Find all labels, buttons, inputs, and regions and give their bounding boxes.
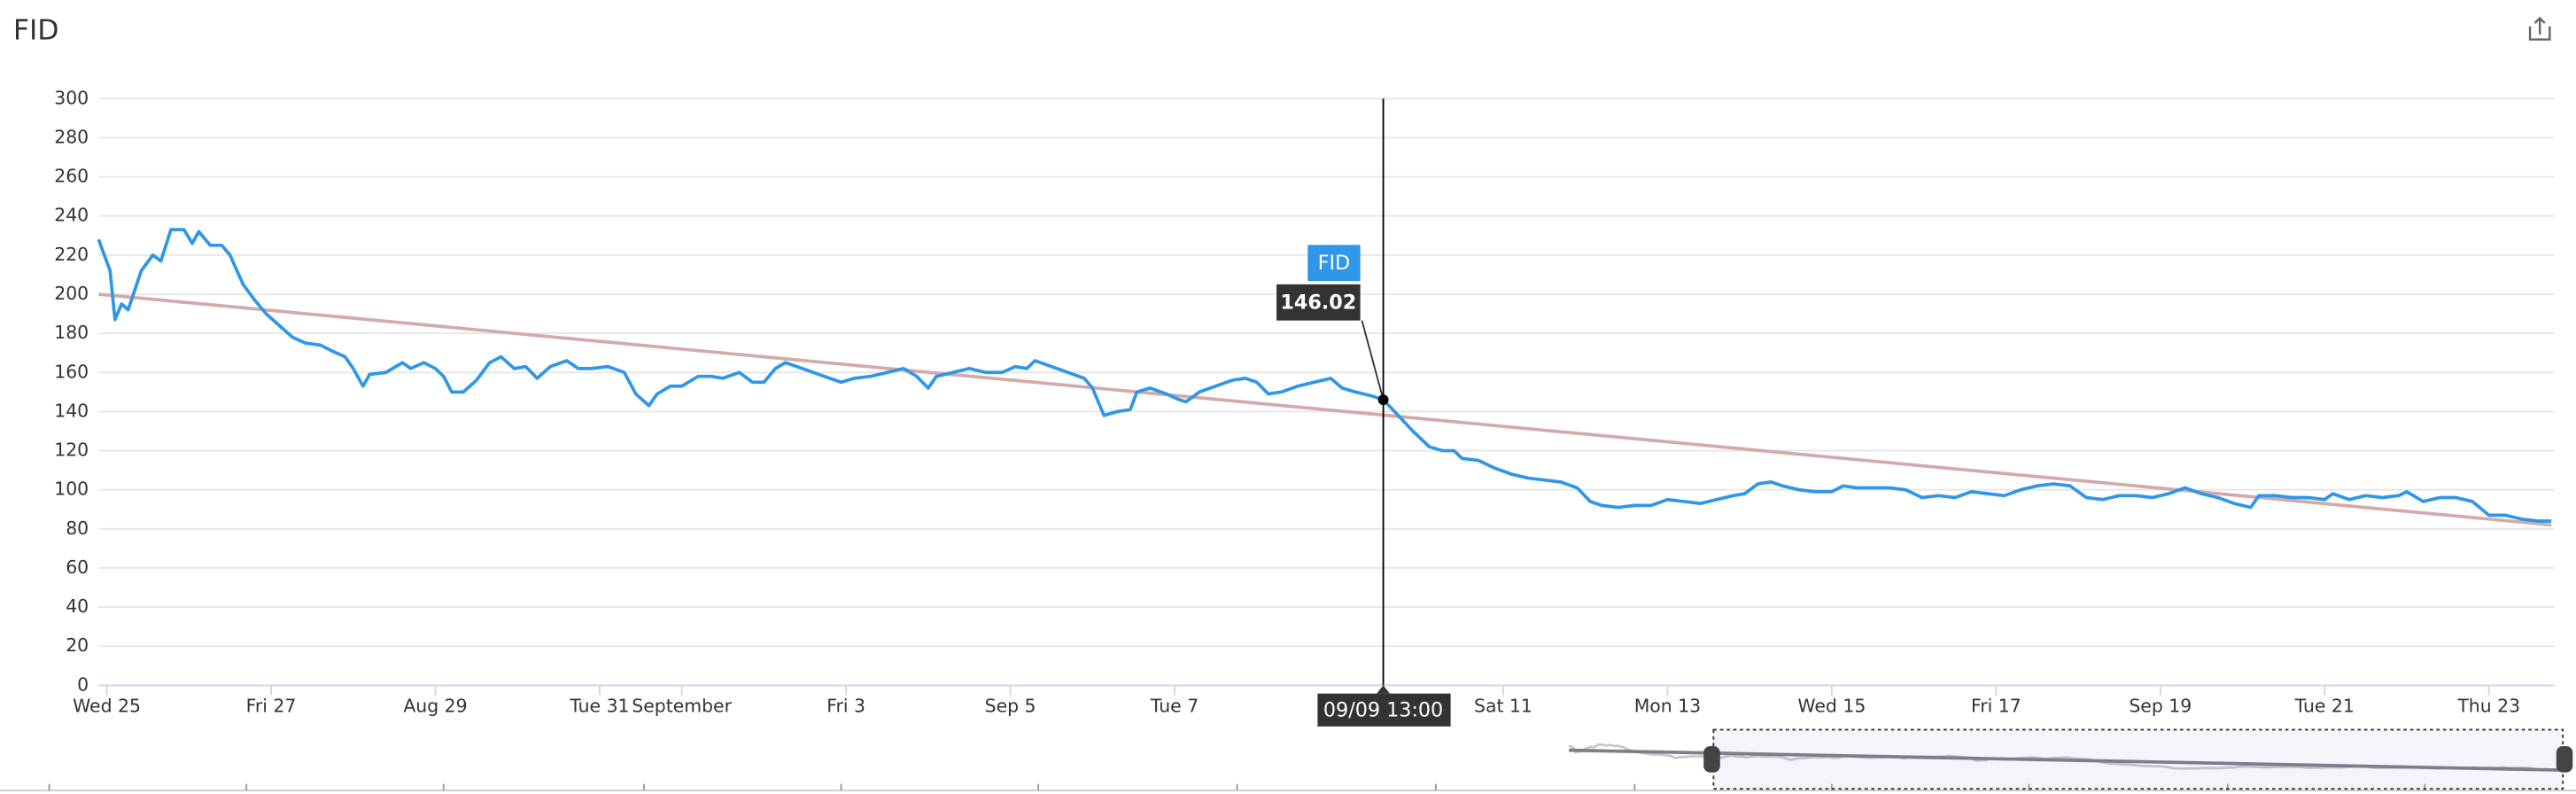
y-tick-label: 300 — [54, 87, 89, 108]
x-tick-label: Fri 17 — [1971, 695, 2021, 716]
navigator-window[interactable] — [1712, 728, 2564, 790]
y-tick-label: 140 — [54, 400, 89, 421]
export-tray — [2528, 26, 2551, 41]
y-tick-label: 240 — [54, 205, 89, 226]
y-tick-label: 60 — [66, 557, 89, 578]
chart-title: FID — [13, 14, 59, 46]
x-tick-label: Sep 5 — [985, 695, 1036, 716]
x-tick-label: Thu 23 — [2456, 695, 2520, 716]
x-tick-label: Tue 31 — [569, 695, 629, 716]
y-tick-label: 40 — [66, 596, 89, 617]
hover-point — [1377, 394, 1389, 406]
x-tick-label: Wed 25 — [73, 695, 141, 716]
navigator-handle-right[interactable] — [2556, 746, 2573, 773]
x-tick-label: Sat 11 — [1474, 695, 1532, 716]
tooltip-x-box — [1317, 693, 1451, 727]
trend-line — [98, 292, 2552, 527]
x-tick-label: Fri 27 — [246, 695, 297, 716]
y-tick-label: 280 — [54, 126, 89, 147]
tooltip-x-label: 09/09 13:00 — [1323, 699, 1443, 722]
x-tick-label: Aug 29 — [403, 695, 467, 716]
x-tick-label: Wed 15 — [1797, 695, 1866, 716]
tooltip-value: 146.02 — [1280, 292, 1356, 315]
x-tick-label: Fri 3 — [826, 695, 865, 716]
x-tick-label: Tue 21 — [2294, 695, 2355, 716]
x-tick-label: September — [632, 695, 732, 716]
export-icon[interactable] — [2528, 16, 2551, 41]
export-arrow — [2533, 16, 2546, 35]
y-tick-label: 120 — [54, 440, 89, 461]
tooltip-value-box — [1276, 284, 1361, 321]
tooltip-connector — [1361, 320, 1385, 401]
y-tick-label: 0 — [77, 673, 89, 695]
x-tick-label: Tue 7 — [1150, 695, 1199, 716]
navigator-handle-left[interactable] — [1703, 746, 1720, 773]
series-line — [97, 228, 2552, 523]
tooltip-name: FID — [1318, 252, 1351, 275]
y-tick-label: 200 — [54, 283, 89, 304]
y-tick-label: 100 — [54, 479, 89, 500]
x-label-pointer — [1377, 685, 1390, 694]
y-tick-label: 220 — [54, 244, 89, 265]
y-tick-label: 160 — [54, 361, 89, 382]
tooltip-name-box — [1307, 245, 1361, 282]
y-tick-label: 20 — [66, 634, 89, 656]
x-tick-label: Sep 19 — [2129, 695, 2192, 716]
y-tick-label: 180 — [54, 322, 89, 343]
y-tick-label: 260 — [54, 166, 89, 187]
x-tick-label: Mon 13 — [1634, 695, 1701, 716]
y-tick-label: 80 — [66, 518, 89, 539]
navigator-trend — [1569, 748, 2562, 772]
